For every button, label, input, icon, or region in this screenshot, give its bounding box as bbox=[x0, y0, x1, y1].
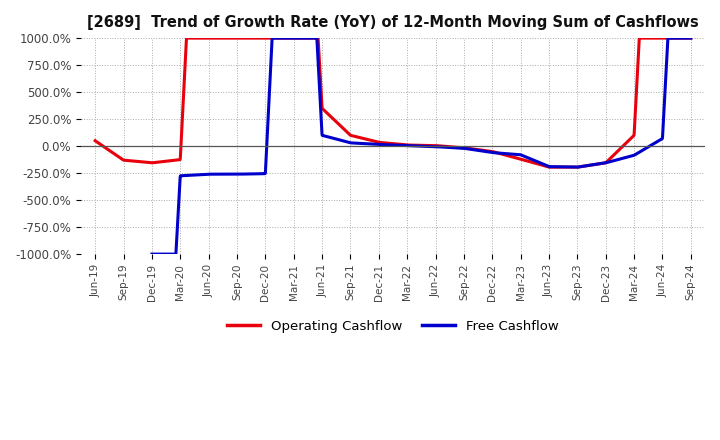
Title: [2689]  Trend of Growth Rate (YoY) of 12-Month Moving Sum of Cashflows: [2689] Trend of Growth Rate (YoY) of 12-… bbox=[87, 15, 699, 30]
Legend: Operating Cashflow, Free Cashflow: Operating Cashflow, Free Cashflow bbox=[222, 315, 564, 338]
